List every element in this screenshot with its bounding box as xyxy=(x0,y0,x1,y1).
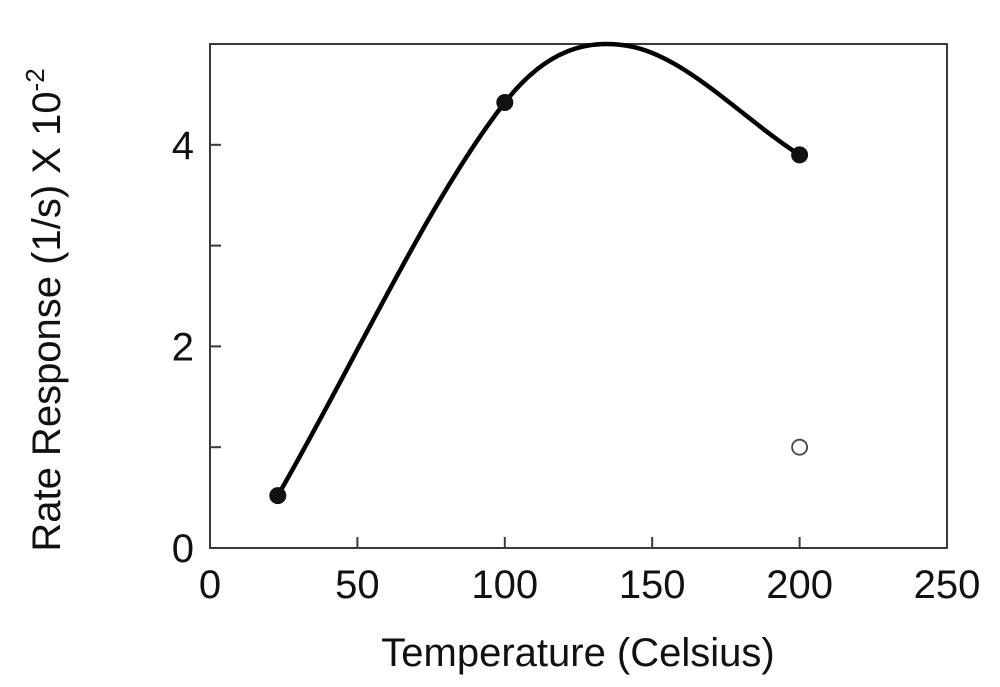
x-tick-label: 100 xyxy=(471,563,538,607)
y-tick-label: 0 xyxy=(172,527,194,571)
x-tick-label: 150 xyxy=(619,563,686,607)
plot-area xyxy=(209,43,948,549)
data-point-open xyxy=(791,438,808,456)
y-tick-label: 4 xyxy=(172,124,194,168)
fit-curve-line xyxy=(275,41,802,498)
data-point-filled xyxy=(496,93,514,111)
data-point-filled xyxy=(791,146,809,164)
x-tick-label: 250 xyxy=(914,563,981,607)
x-tick-label: 50 xyxy=(335,563,380,607)
x-axis-ticks: 0 50 100 150 200 250 xyxy=(199,537,981,607)
y-axis-title: Rate Response (1/s) X 10-2 xyxy=(20,68,69,551)
x-axis-title: Temperature (Celsius) xyxy=(381,631,774,675)
plot-frame xyxy=(209,43,948,549)
y-axis-title-main: Rate Response (1/s) X 10 xyxy=(25,91,69,551)
y-tick-label: 2 xyxy=(172,325,194,369)
x-tick-label: 0 xyxy=(199,563,221,607)
data-points-layer xyxy=(269,93,809,505)
fit-curve-layer xyxy=(275,41,802,498)
x-tick-label: 200 xyxy=(766,563,833,607)
data-point-filled xyxy=(269,487,287,505)
y-axis-ticks: 0 2 4 xyxy=(172,43,221,571)
y-axis-title-exponent: -2 xyxy=(20,68,50,91)
